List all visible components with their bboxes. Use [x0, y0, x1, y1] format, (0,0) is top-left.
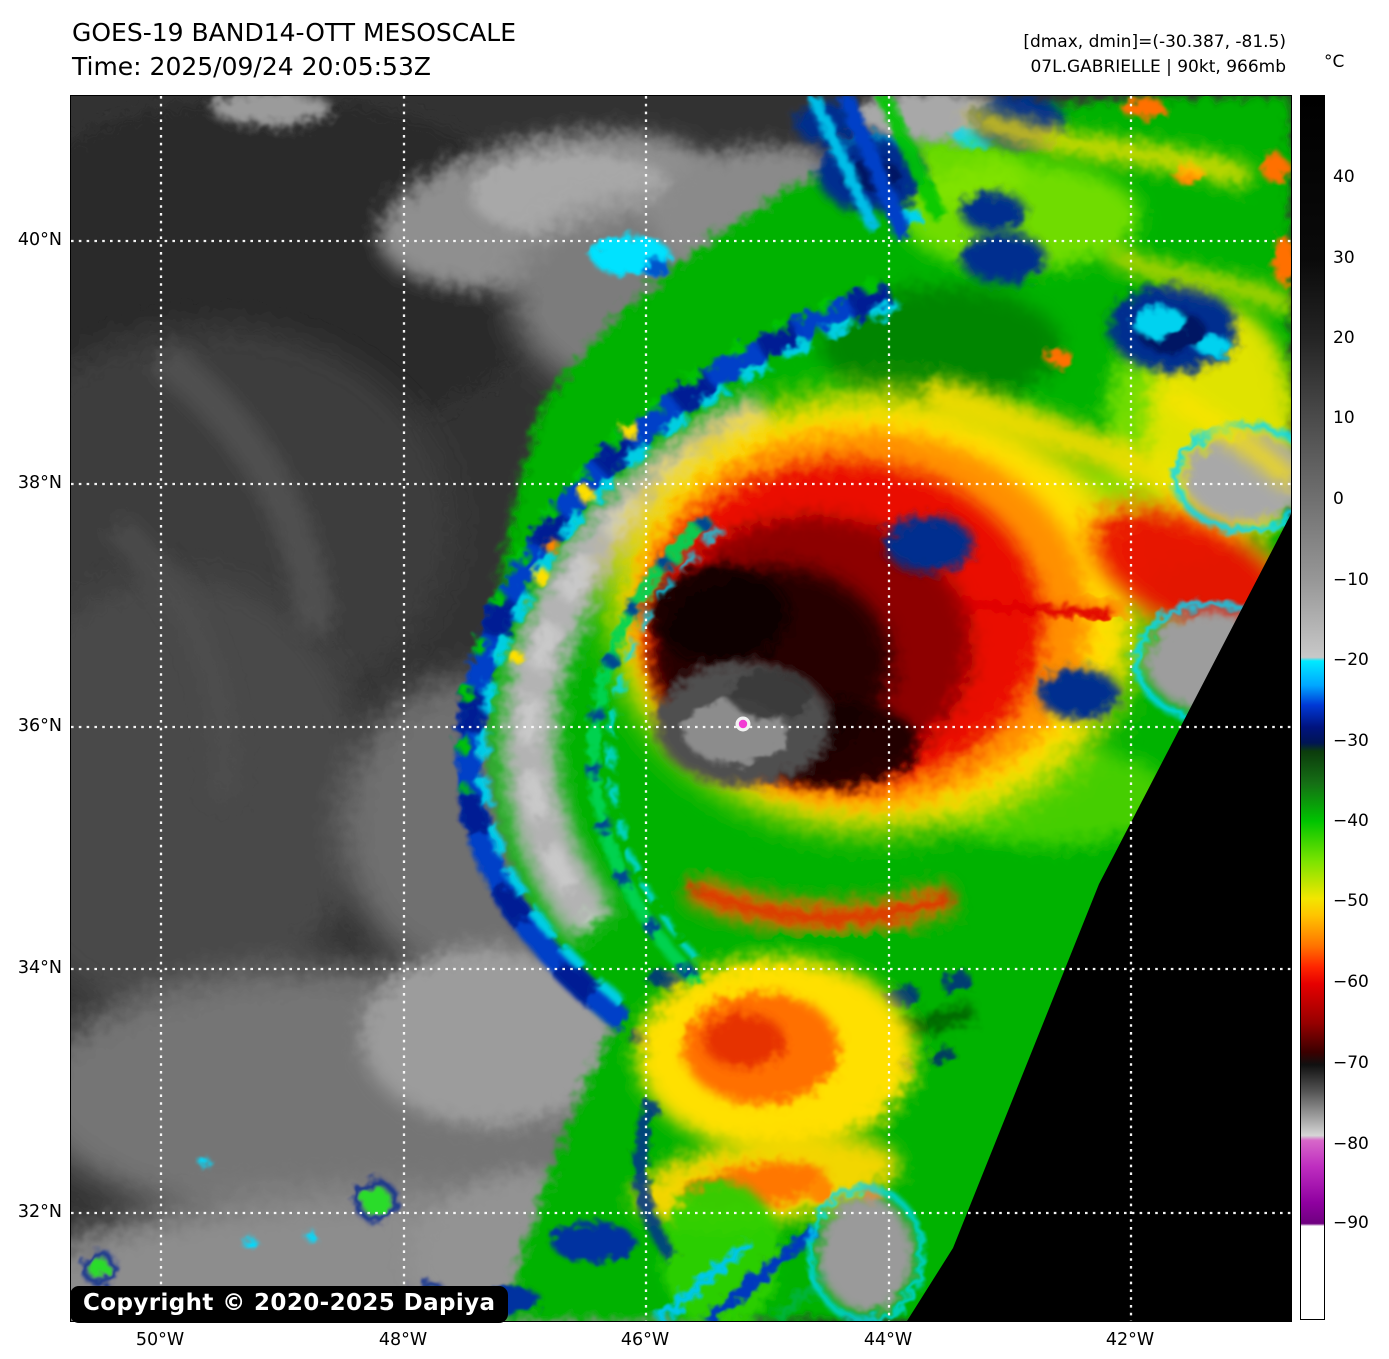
storm-info: 07L.GABRIELLE | 90kt, 966mb — [1030, 56, 1286, 77]
imagery-layer — [71, 96, 1291, 1321]
no-data-wedge — [907, 514, 1291, 1321]
lon-label-48w: 48°W — [378, 1330, 428, 1350]
colorbar-tick-label: −90 — [1333, 1213, 1369, 1234]
colorbar-tick-label: 10 — [1333, 408, 1355, 429]
satellite-image — [71, 96, 1291, 1321]
colorbar-tick-label: 0 — [1333, 489, 1344, 510]
lon-label-42w: 42°W — [1105, 1330, 1155, 1350]
colorbar-tick-label: −80 — [1333, 1133, 1369, 1154]
page-title: GOES-19 BAND14-OTT MESOSCALE — [72, 18, 517, 47]
lat-label-36n: 36°N — [17, 716, 62, 736]
colorbar-tick-label: −20 — [1333, 649, 1369, 670]
lat-label-38n: 38°N — [17, 473, 62, 493]
graticule-gridlines — [71, 96, 1291, 1321]
colorbar-unit-label: °C — [1324, 52, 1345, 72]
lon-label-44w: 44°W — [863, 1330, 913, 1350]
colorbar-tick-label: −60 — [1333, 971, 1369, 992]
lon-label-50w: 50°W — [135, 1330, 185, 1350]
colorbar-tick-label: −70 — [1333, 1052, 1369, 1073]
colorbar-tick-label: −40 — [1333, 811, 1369, 832]
range-info: [dmax, dmin]=(-30.387, -81.5) — [1023, 32, 1286, 52]
scattered-cells — [81, 1159, 635, 1321]
colorbar-tick-label: 20 — [1333, 327, 1355, 348]
colorbar-tick-label: 40 — [1333, 167, 1355, 188]
southern-convection — [632, 956, 916, 1321]
lon-label-46w: 46°W — [620, 1330, 670, 1350]
lat-label-40n: 40°N — [17, 230, 62, 250]
satellite-map: Copyright © 2020-2025 Dapiya — [70, 95, 1292, 1323]
colorbar-gradient — [1301, 96, 1324, 1319]
lat-label-34n: 34°N — [17, 958, 62, 978]
copyright-badge: Copyright © 2020-2025 Dapiya — [70, 1286, 509, 1323]
colorbar — [1300, 95, 1325, 1320]
hurricane-eye-marker — [738, 719, 748, 729]
spiral-band — [455, 96, 947, 1032]
header-right: [dmax, dmin]=(-30.387, -81.5) 07L.GABRIE… — [1023, 30, 1286, 79]
colorbar-ticks: 40 30 20 10 0 −10 −20 −30 −40 −50 −60 −70 −80 −90 — [1333, 95, 1389, 1320]
colorbar-tick-label: −30 — [1333, 730, 1369, 751]
colorbar-tick-label: −50 — [1333, 891, 1369, 912]
timestamp: Time: 2025/09/24 20:05:53Z — [72, 51, 431, 81]
colorbar-tick-label: 30 — [1333, 247, 1355, 268]
colorbar-tick-label: −10 — [1333, 570, 1369, 591]
lat-label-32n: 32°N — [17, 1202, 62, 1222]
title-block: GOES-19 BAND14-OTT MESOSCALE Time: 2025/… — [72, 16, 516, 83]
